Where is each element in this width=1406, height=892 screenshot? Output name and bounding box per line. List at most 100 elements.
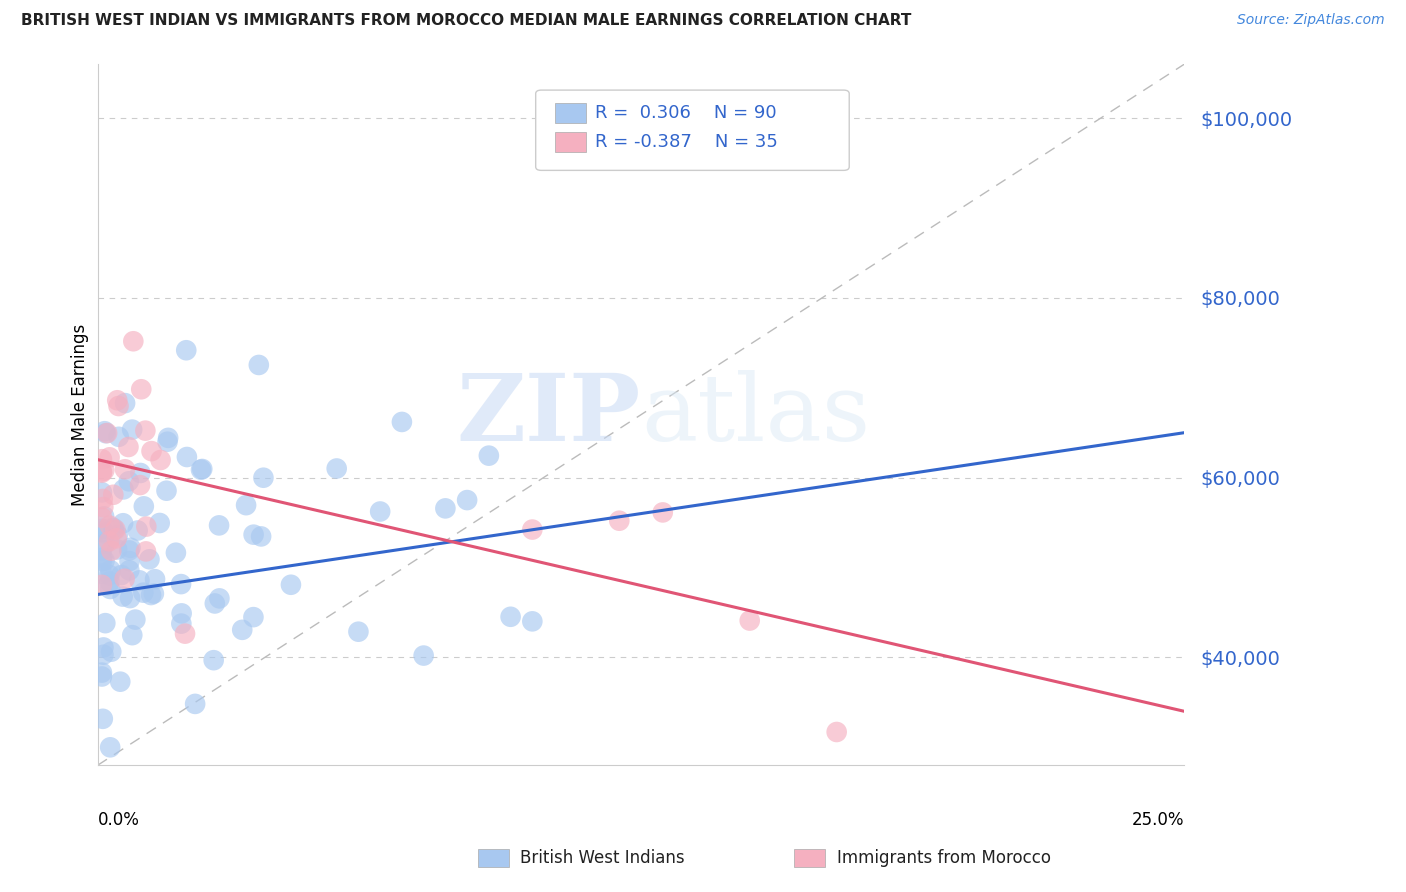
Point <box>98 574 121 589</box>
Point <box>118 543 141 558</box>
Point <box>135 519 157 533</box>
Point <box>98 534 121 549</box>
Point <box>90 543 112 558</box>
Point <box>98 740 121 755</box>
Point <box>825 725 848 739</box>
Point <box>128 574 150 588</box>
Point <box>651 505 673 519</box>
Point <box>98 568 121 582</box>
Text: BRITISH WEST INDIAN VS IMMIGRANTS FROM MOROCCO MEDIAN MALE EARNINGS CORRELATION : BRITISH WEST INDIAN VS IMMIGRANTS FROM M… <box>21 13 911 29</box>
Point <box>118 554 141 568</box>
Point <box>132 500 155 514</box>
Point <box>170 607 193 621</box>
Point <box>149 453 172 467</box>
Point <box>107 430 129 444</box>
Point <box>252 471 274 485</box>
Point <box>143 572 166 586</box>
Point <box>100 543 122 558</box>
Text: 25.0%: 25.0% <box>1132 811 1184 829</box>
Point <box>138 552 160 566</box>
Point <box>122 334 145 349</box>
Point <box>247 358 270 372</box>
Point <box>412 648 434 663</box>
Point <box>149 516 172 530</box>
Point <box>110 568 132 582</box>
Point <box>174 626 197 640</box>
Text: ZIP: ZIP <box>457 369 641 459</box>
Point <box>100 645 122 659</box>
Point <box>156 434 179 449</box>
Point <box>90 554 112 568</box>
Point <box>129 382 152 396</box>
Point <box>114 462 136 476</box>
Text: Immigrants from Morocco: Immigrants from Morocco <box>837 849 1050 867</box>
Point <box>93 463 115 477</box>
Point <box>434 501 457 516</box>
Point <box>90 566 112 581</box>
Point <box>90 578 112 592</box>
Text: R =  0.306    N = 90: R = 0.306 N = 90 <box>595 104 776 122</box>
Point <box>105 542 128 557</box>
Point <box>478 449 501 463</box>
Text: 0.0%: 0.0% <box>97 811 139 829</box>
Point <box>96 426 118 441</box>
Point <box>90 485 112 500</box>
Point <box>208 518 231 533</box>
Point <box>242 610 264 624</box>
Point <box>738 614 761 628</box>
Point <box>139 588 162 602</box>
Point <box>107 399 129 413</box>
Point <box>280 578 302 592</box>
Point <box>176 450 198 464</box>
Point <box>134 424 156 438</box>
Point <box>105 531 128 545</box>
Point <box>141 444 163 458</box>
Point <box>120 541 142 555</box>
Point <box>118 475 141 489</box>
Y-axis label: Median Male Earnings: Median Male Earnings <box>72 324 89 506</box>
Point <box>94 526 117 541</box>
Point <box>607 514 630 528</box>
Point <box>165 546 187 560</box>
Point <box>121 628 143 642</box>
Point <box>93 509 115 524</box>
Point <box>98 582 121 596</box>
Point <box>91 500 114 515</box>
Point <box>499 609 522 624</box>
Point <box>456 493 478 508</box>
Point <box>522 615 544 629</box>
Point <box>231 623 253 637</box>
Point <box>94 426 117 441</box>
Point <box>105 393 128 408</box>
Point <box>184 697 207 711</box>
Point <box>90 466 112 480</box>
Text: R = -0.387    N = 35: R = -0.387 N = 35 <box>595 133 778 151</box>
Point <box>208 591 231 606</box>
Point <box>129 466 152 480</box>
Point <box>93 648 115 662</box>
Point <box>191 462 214 476</box>
Point <box>325 461 347 475</box>
Point <box>202 653 225 667</box>
Point <box>98 450 121 465</box>
Point <box>90 452 112 467</box>
Point <box>91 550 114 565</box>
Point <box>118 563 141 577</box>
Point <box>112 483 135 497</box>
Point <box>100 563 122 577</box>
Point <box>142 586 165 600</box>
Point <box>104 523 127 537</box>
Text: Source: ZipAtlas.com: Source: ZipAtlas.com <box>1237 13 1385 28</box>
Point <box>170 616 193 631</box>
Point <box>90 524 112 539</box>
Point <box>97 578 120 592</box>
Point <box>93 554 115 568</box>
Point <box>129 478 152 492</box>
Point <box>190 463 212 477</box>
Point <box>155 483 177 498</box>
Point <box>120 591 142 606</box>
Point <box>90 665 112 680</box>
Point <box>93 640 115 655</box>
Point <box>111 590 134 604</box>
Point <box>91 712 114 726</box>
